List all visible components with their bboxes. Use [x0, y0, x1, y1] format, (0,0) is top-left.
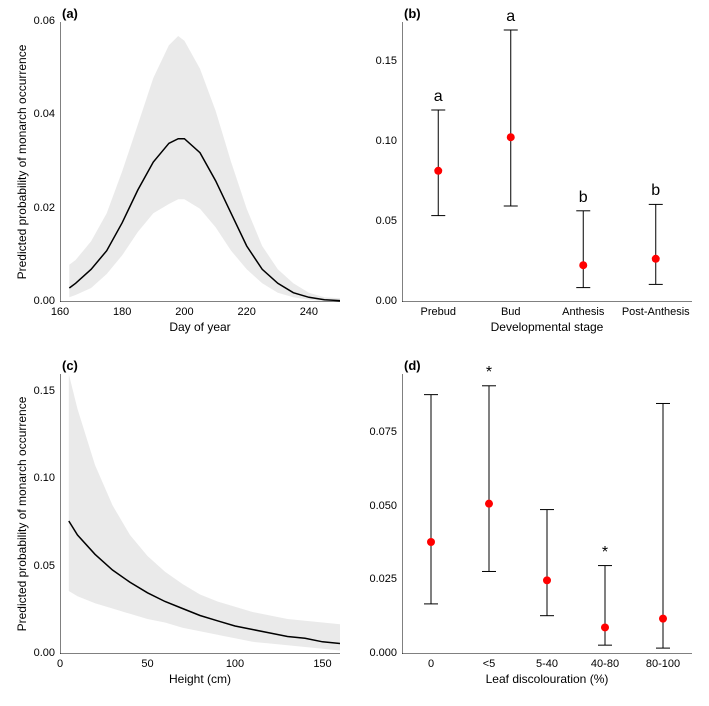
x-tick-label: Bud — [476, 306, 546, 318]
panel-b-svg — [402, 22, 692, 302]
y-tick-label: 0.02 — [15, 202, 55, 214]
x-tick-label: Anthesis — [548, 306, 618, 318]
panel-a-xlabel: Day of year — [60, 320, 340, 334]
panel-d-xlabel: Leaf discolouration (%) — [402, 672, 692, 686]
panel-c-ylabel: Predicted probability of monarch occurre… — [15, 374, 29, 654]
group-letter: a — [428, 88, 448, 106]
x-tick-label: 180 — [102, 306, 142, 318]
figure-container: (a) Predicted probability of monarch occ… — [0, 0, 709, 706]
panel-a-label: (a) — [62, 6, 78, 21]
y-tick-label: 0.04 — [15, 108, 55, 120]
x-tick-label: 0 — [40, 658, 80, 670]
y-tick-label: 0.15 — [15, 385, 55, 397]
x-tick-label: 50 — [128, 658, 168, 670]
y-tick-label: 0.10 — [357, 135, 397, 147]
group-letter: b — [573, 189, 593, 207]
x-tick-label: Prebud — [403, 306, 473, 318]
x-tick-label: 100 — [215, 658, 255, 670]
x-tick-label: Post-Anthesis — [621, 306, 691, 318]
x-tick-label: 200 — [164, 306, 204, 318]
y-tick-label: 0.025 — [357, 573, 397, 585]
y-tick-label: 0.075 — [357, 426, 397, 438]
panel-c-label: (c) — [62, 358, 78, 373]
y-tick-label: 0.00 — [15, 647, 55, 659]
panel-b-xlabel: Developmental stage — [402, 320, 692, 334]
y-tick-label: 0.00 — [357, 295, 397, 307]
group-letter: a — [501, 8, 521, 26]
group-letter: * — [479, 364, 499, 382]
y-tick-label: 0.05 — [357, 215, 397, 227]
panel-d-svg — [402, 374, 692, 654]
y-tick-label: 0.00 — [15, 295, 55, 307]
y-tick-label: 0.15 — [357, 55, 397, 67]
group-letter: * — [595, 544, 615, 562]
panel-a-ylabel: Predicted probability of monarch occurre… — [15, 22, 29, 302]
y-tick-label: 0.10 — [15, 472, 55, 484]
y-tick-label: 0.06 — [15, 15, 55, 27]
panel-c-svg — [60, 374, 340, 654]
x-tick-label: 160 — [40, 306, 80, 318]
panel-b-label: (b) — [404, 6, 421, 21]
group-letter: b — [646, 182, 666, 200]
x-tick-label: 150 — [303, 658, 343, 670]
panel-d-label: (d) — [404, 358, 421, 373]
panel-c-xlabel: Height (cm) — [60, 672, 340, 686]
x-tick-label: 220 — [227, 306, 267, 318]
y-tick-label: 0.050 — [357, 500, 397, 512]
x-tick-label: 240 — [289, 306, 329, 318]
y-tick-label: 0.000 — [357, 647, 397, 659]
x-tick-label: 80-100 — [628, 658, 698, 670]
y-tick-label: 0.05 — [15, 560, 55, 572]
panel-a-svg — [60, 22, 340, 302]
